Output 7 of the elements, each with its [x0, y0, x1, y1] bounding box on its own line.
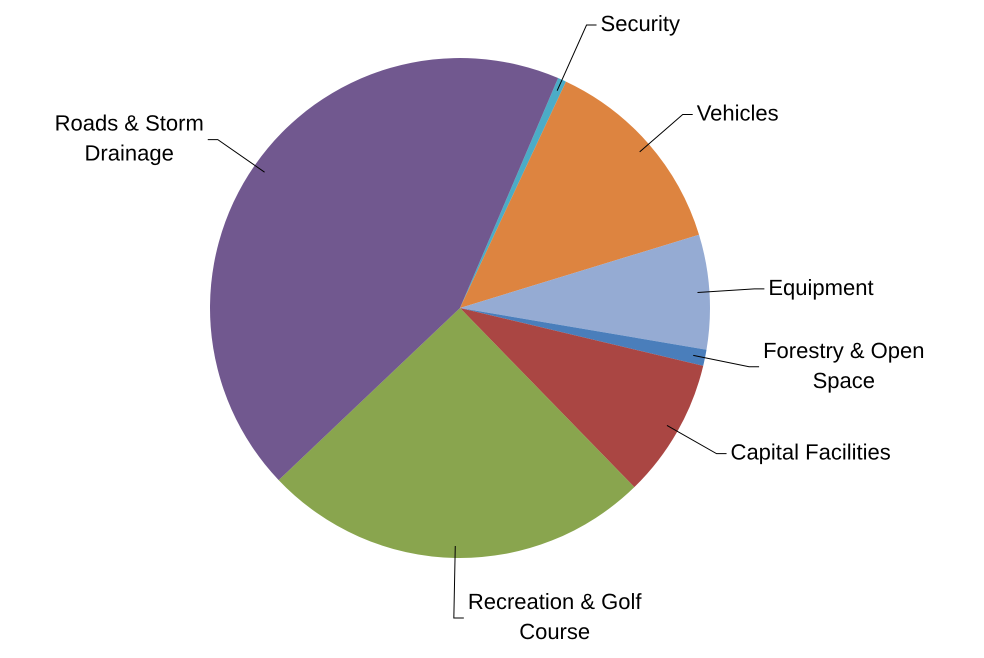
slice-label: Roads & Storm Drainage — [54, 110, 204, 166]
slice-label: Recreation & Golf Course — [468, 589, 642, 644]
slice-label: Security — [600, 11, 680, 36]
slice-label: Equipment — [768, 274, 874, 300]
slice-label: Vehicles — [696, 100, 779, 126]
slice-label: Capital Facilities — [730, 440, 891, 465]
slice-label: Forestry & Open Space — [763, 338, 924, 393]
